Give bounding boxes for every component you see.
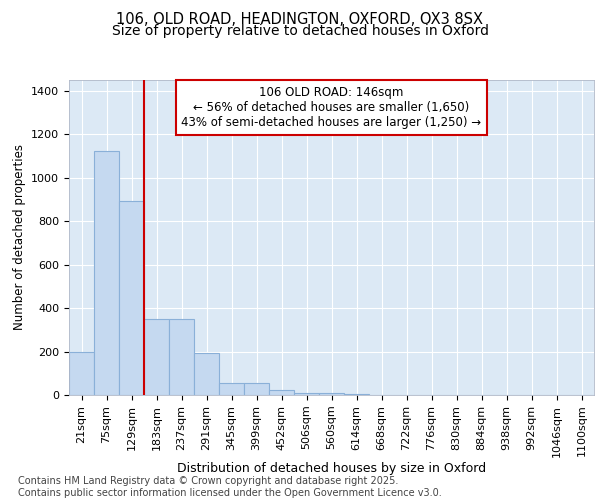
X-axis label: Distribution of detached houses by size in Oxford: Distribution of detached houses by size … — [177, 462, 486, 475]
Bar — [294, 393, 319, 395]
Text: 106, OLD ROAD, HEADINGTON, OXFORD, OX3 8SX: 106, OLD ROAD, HEADINGTON, OXFORD, OX3 8… — [116, 12, 484, 28]
Text: Contains HM Land Registry data © Crown copyright and database right 2025.
Contai: Contains HM Land Registry data © Crown c… — [18, 476, 442, 498]
Bar — [244, 383, 269, 395]
Bar — [119, 200, 144, 395]
Bar — [169, 319, 194, 395]
Bar — [194, 352, 219, 395]
Bar — [94, 150, 119, 395]
Bar — [269, 390, 294, 395]
Y-axis label: Number of detached properties: Number of detached properties — [13, 144, 26, 330]
Bar — [344, 394, 369, 395]
Text: 106 OLD ROAD: 146sqm
← 56% of detached houses are smaller (1,650)
43% of semi-de: 106 OLD ROAD: 146sqm ← 56% of detached h… — [181, 86, 482, 130]
Bar — [144, 319, 169, 395]
Bar — [219, 383, 244, 395]
Bar — [69, 352, 94, 395]
Text: Size of property relative to detached houses in Oxford: Size of property relative to detached ho… — [112, 24, 488, 38]
Bar — [319, 393, 344, 395]
